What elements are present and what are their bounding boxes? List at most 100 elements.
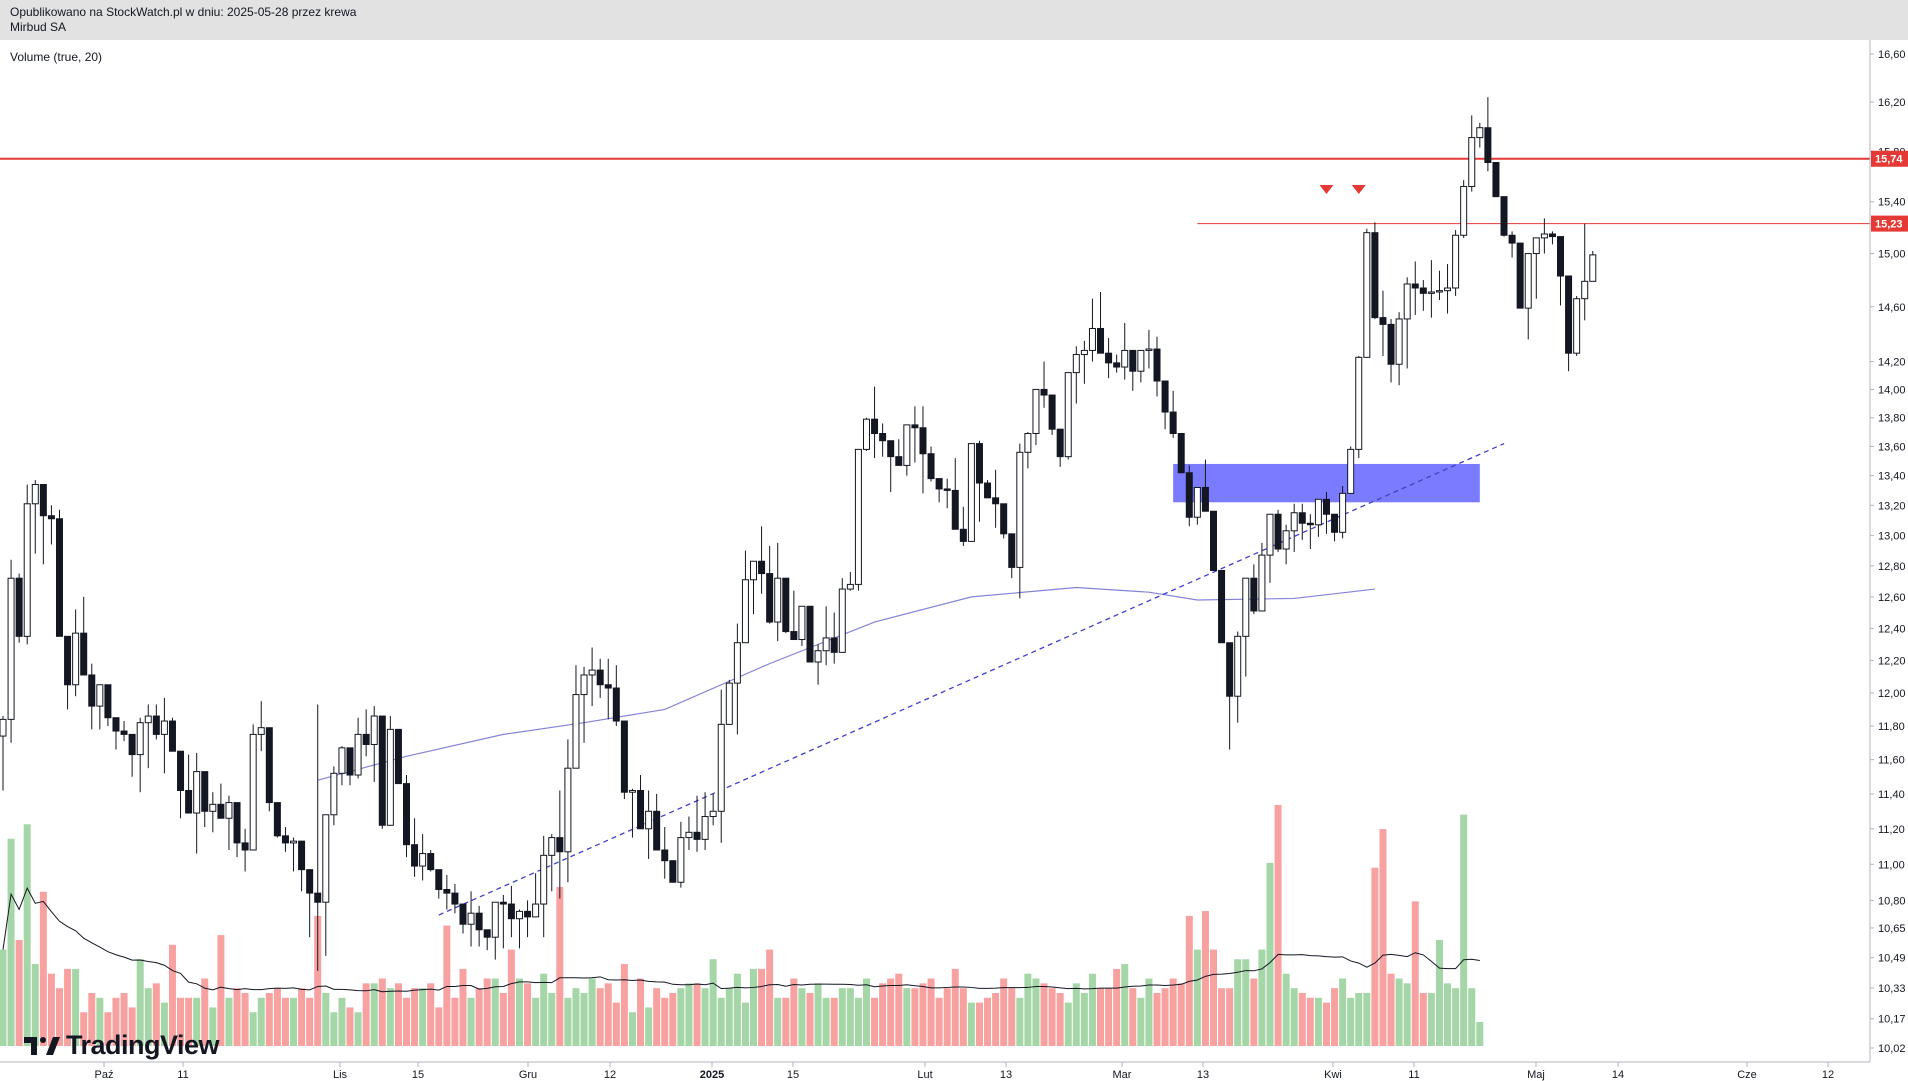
volume-bar [1282, 973, 1290, 1046]
price-tick-label: 16,60 [1878, 49, 1906, 61]
volume-bar [7, 838, 15, 1046]
volume-bar [265, 992, 273, 1046]
candle-body [1557, 236, 1565, 277]
volume-bar [733, 973, 741, 1046]
candle-body [1492, 162, 1500, 198]
volume-bar [249, 1012, 257, 1046]
candle-body [701, 816, 709, 840]
candle-body [653, 810, 661, 851]
volume-bar [895, 973, 903, 1046]
candle-body [596, 669, 604, 686]
candle-body [1540, 233, 1548, 239]
candle-body [1476, 127, 1484, 139]
candle-body [322, 814, 330, 903]
candle-body [1088, 327, 1096, 351]
volume-bar [507, 949, 515, 1046]
volume-bar [1024, 973, 1032, 1046]
volume-bar [669, 992, 677, 1046]
candle-body [838, 588, 846, 653]
candle-body [943, 488, 951, 491]
candle-body [1452, 234, 1460, 289]
price-tick-label: 11,80 [1878, 721, 1905, 733]
volume-bar [217, 935, 225, 1046]
volume-bar [31, 964, 39, 1046]
volume-bar [1064, 1002, 1072, 1046]
time-tick-label: Kwi [1324, 1069, 1342, 1081]
volume-indicator-label[interactable]: Volume (true, 20) [10, 50, 103, 64]
candle-body [265, 727, 273, 804]
volume-bar [1403, 983, 1411, 1046]
candle-body [822, 637, 830, 652]
publication-bar: Opublikowano na StockWatch.pl w dniu: 20… [0, 0, 1908, 40]
volume-bar [443, 925, 451, 1046]
volume-bar [782, 997, 790, 1046]
candle-body [96, 684, 104, 707]
volume-bar [774, 997, 782, 1046]
volume-bar [1427, 992, 1435, 1046]
candle-body [1548, 233, 1556, 238]
candle-body [830, 637, 838, 653]
volume-bar [273, 988, 281, 1046]
volume-bar [1201, 911, 1209, 1046]
candle-body [136, 722, 144, 756]
candle-body [1080, 349, 1088, 356]
volume-bar [758, 968, 766, 1046]
candle-body [386, 728, 394, 826]
volume-bar [1468, 988, 1476, 1046]
volume-bar [1177, 983, 1185, 1046]
candle-body [257, 727, 265, 735]
candle-body [1129, 349, 1137, 372]
volume-bar [750, 968, 758, 1046]
volume-bar [846, 988, 854, 1046]
tradingview-logo[interactable]: TradingView [24, 1030, 220, 1061]
volume-bar [798, 988, 806, 1046]
volume-bar [346, 1007, 354, 1046]
volume-bar [1331, 988, 1339, 1046]
candle-body [790, 631, 798, 641]
volume-bar [580, 992, 588, 1046]
candle-body [1193, 486, 1201, 518]
volume-bar [612, 1002, 620, 1046]
candle-body [370, 715, 378, 745]
volume-bar [1387, 973, 1395, 1046]
tradingview-logo-icon [24, 1036, 60, 1055]
candle-body [314, 892, 322, 903]
candle-body [758, 560, 766, 575]
volume-bar [1452, 988, 1460, 1046]
candle-body [887, 440, 895, 458]
candle-body [217, 803, 225, 819]
candle-body [427, 853, 435, 871]
volume-bar [128, 1007, 136, 1046]
candle-body [249, 733, 257, 851]
price-chart[interactable]: 16,6016,2015,8015,4015,0014,6014,2014,00… [0, 40, 1908, 1081]
candle-body [750, 560, 758, 581]
candle-body [362, 733, 370, 745]
volume-bar [314, 915, 322, 1046]
candle-body [515, 910, 523, 920]
volume-bar [1411, 901, 1419, 1046]
price-tick-label: 14,00 [1878, 384, 1906, 396]
volume-bar [637, 978, 645, 1046]
price-tick-label: 10,65 [1878, 923, 1906, 935]
candle-body [1290, 512, 1298, 532]
time-tick-label: Mar [1113, 1069, 1132, 1081]
candle-body [1589, 254, 1597, 282]
candle-body [120, 730, 128, 735]
volume-bar [1435, 939, 1443, 1046]
candle-body [677, 837, 685, 883]
volume-bar [548, 992, 556, 1046]
candle-body [346, 747, 354, 776]
candle-body [1484, 127, 1492, 164]
volume-bar [830, 997, 838, 1046]
volume-bar [419, 988, 427, 1046]
candle-body [1331, 513, 1339, 533]
volume-bar [1097, 988, 1105, 1046]
candle-body [854, 448, 862, 585]
candle-body [241, 842, 249, 851]
volume-bar [1105, 988, 1113, 1046]
candle-body [23, 503, 31, 637]
candle-body [55, 518, 63, 637]
candle-body [1363, 232, 1371, 358]
volume-bar [1032, 978, 1040, 1046]
volume-bar [814, 983, 822, 1046]
